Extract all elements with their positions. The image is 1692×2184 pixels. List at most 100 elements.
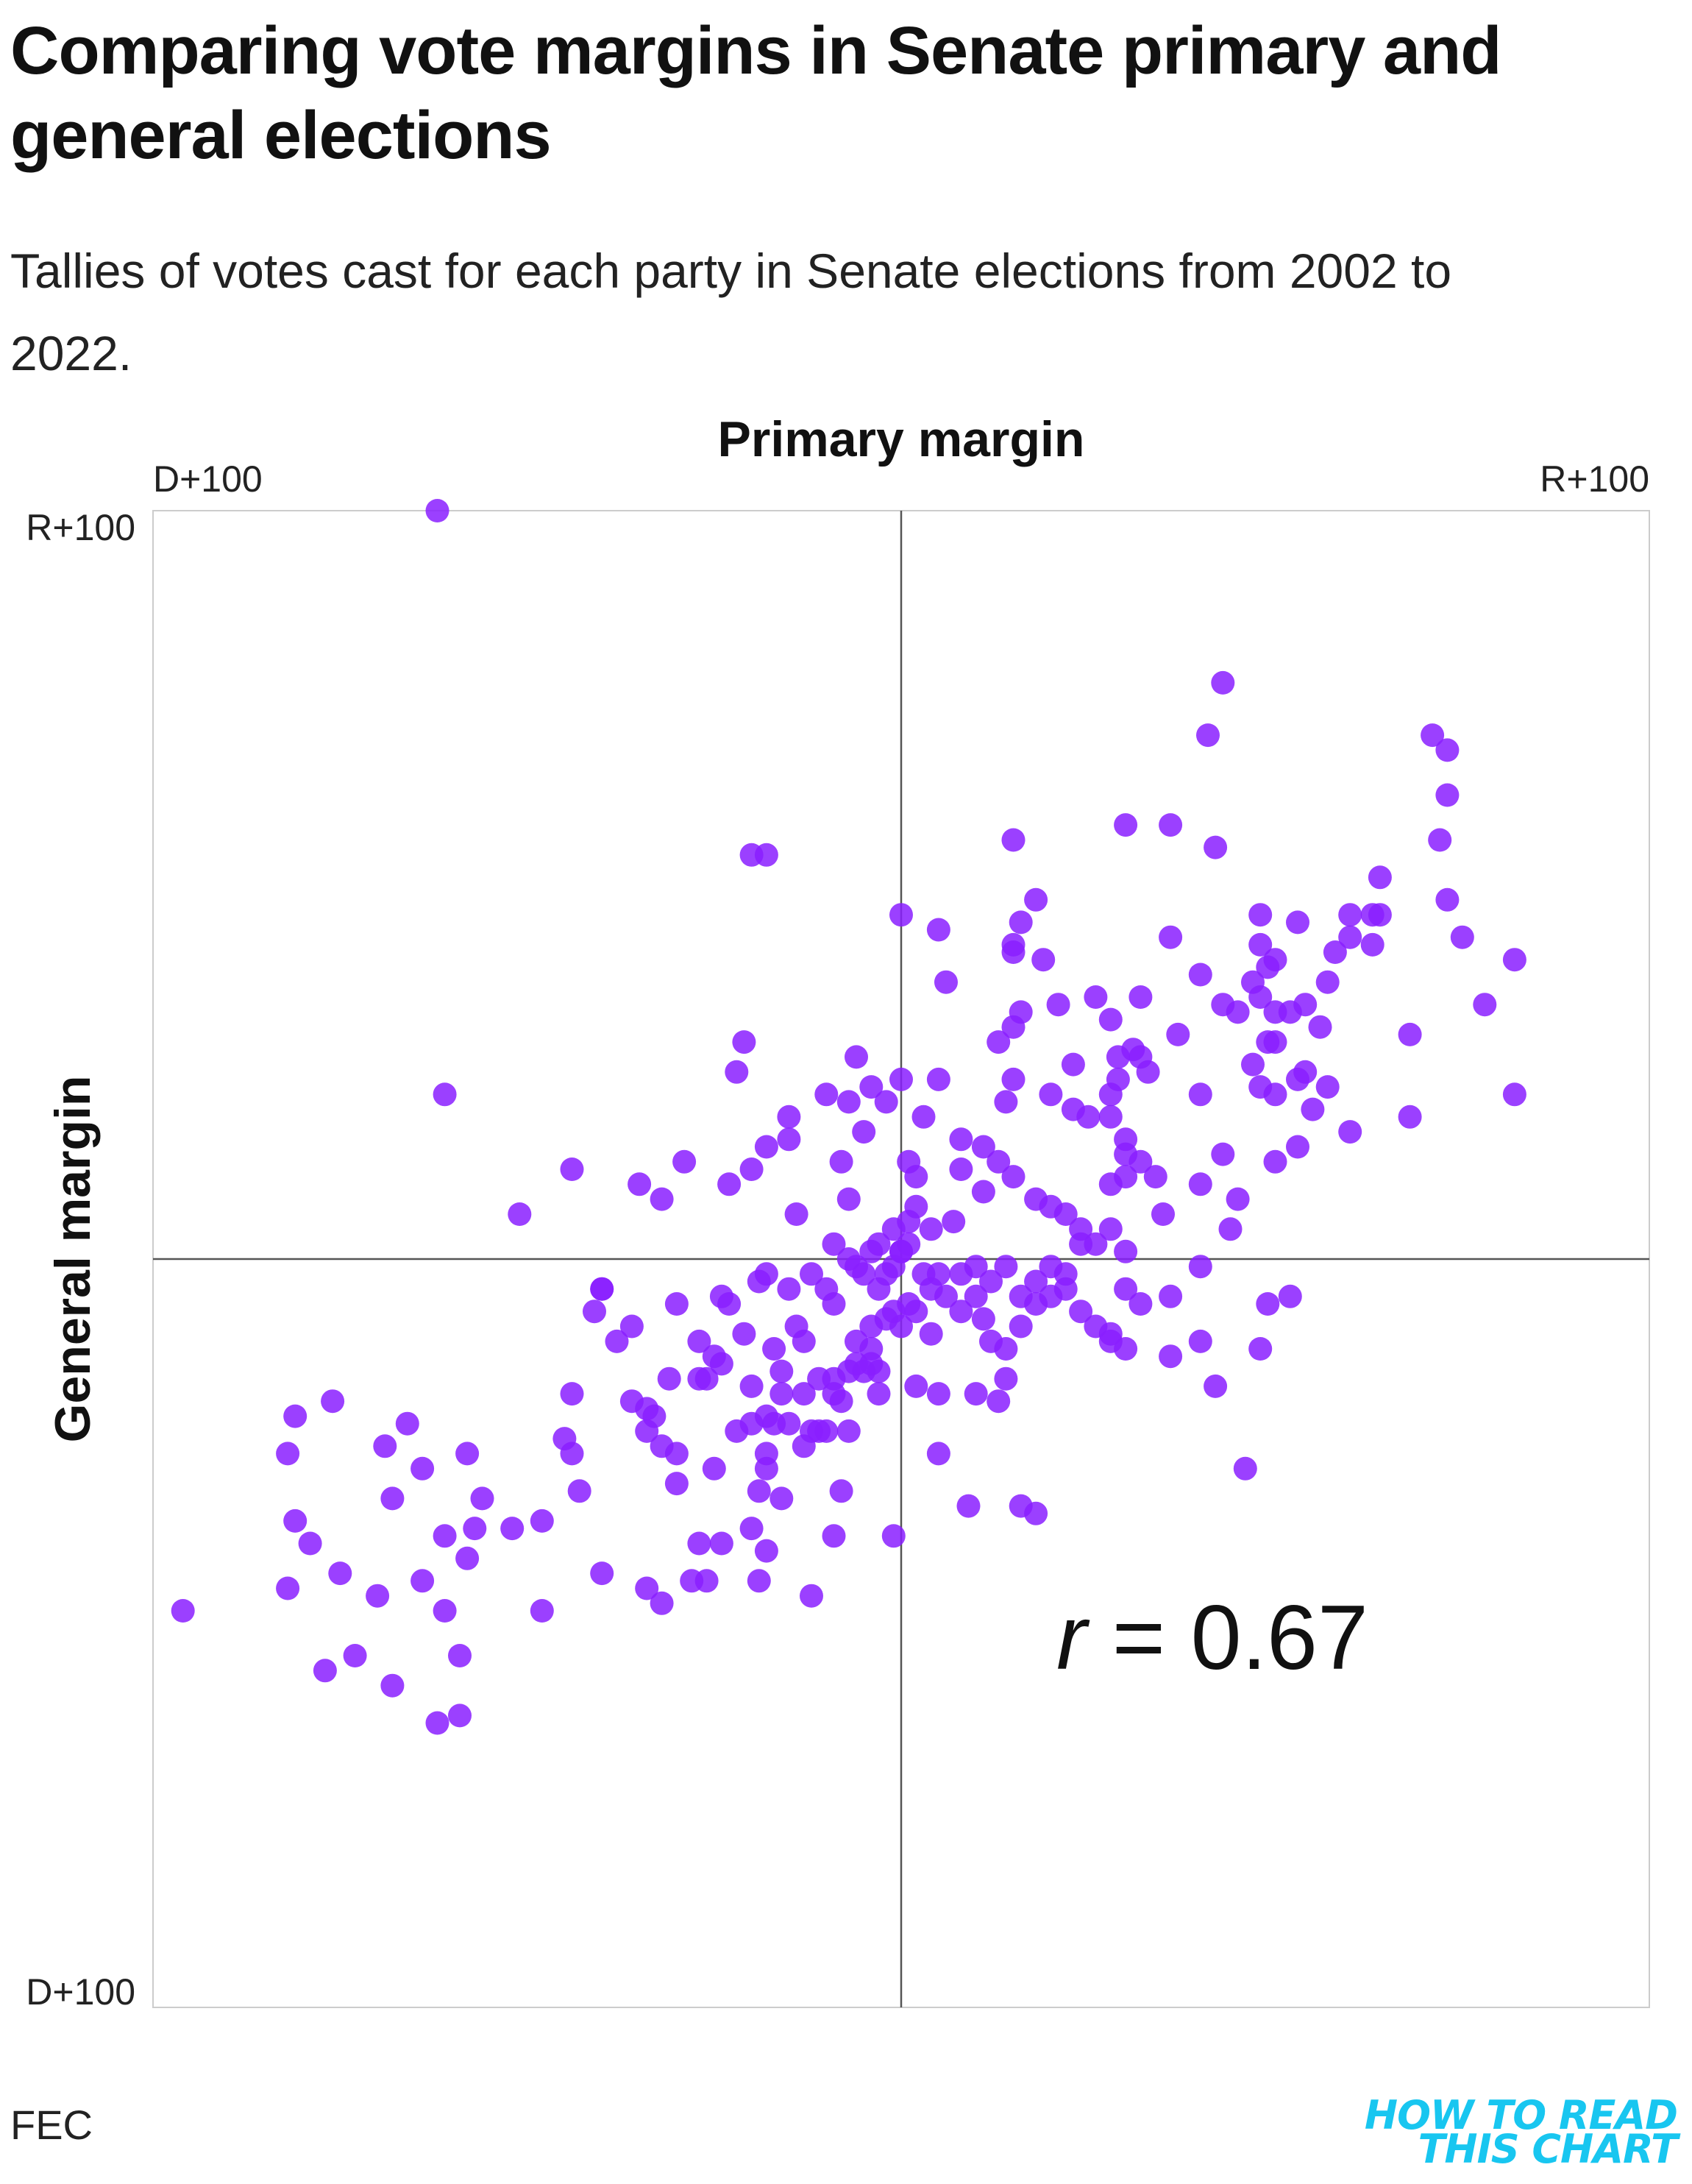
data-point <box>769 1382 794 1406</box>
data-point <box>1159 1344 1183 1369</box>
correlation-annotation: r = 0.67 <box>1056 1587 1368 1689</box>
data-point <box>321 1389 345 1414</box>
data-point <box>769 1486 794 1511</box>
data-point <box>1009 910 1033 935</box>
data-point <box>1218 1217 1243 1241</box>
data-point <box>433 1082 457 1107</box>
data-point <box>822 1366 846 1391</box>
data-point <box>739 1374 764 1398</box>
data-point <box>1428 828 1452 852</box>
data-point <box>867 1382 891 1406</box>
data-point <box>687 1531 711 1556</box>
data-point <box>1248 932 1273 957</box>
data-point <box>448 1644 472 1667</box>
data-point <box>664 1292 689 1316</box>
page-subtitle: Tallies of votes cast for each party in … <box>10 244 1452 380</box>
data-point <box>1286 1135 1309 1159</box>
data-point <box>1053 1262 1078 1286</box>
data-point <box>605 1329 629 1353</box>
data-point <box>926 1067 950 1091</box>
data-point <box>1338 925 1362 949</box>
data-point <box>1248 1075 1273 1099</box>
data-point <box>934 1284 958 1308</box>
data-point <box>754 1135 778 1159</box>
data-point <box>1502 948 1526 972</box>
data-point <box>702 1344 726 1369</box>
data-point <box>934 970 958 994</box>
data-point <box>1031 948 1056 972</box>
data-point <box>979 1269 1003 1294</box>
data-point <box>1114 1239 1138 1263</box>
data-point <box>433 1599 457 1623</box>
data-point <box>889 903 913 927</box>
data-point <box>859 1337 884 1361</box>
data-point <box>881 1524 906 1548</box>
data-point <box>926 1262 950 1286</box>
x-axis-title: Primary margin <box>718 411 1085 467</box>
data-point <box>1473 993 1497 1017</box>
data-point <box>1450 925 1474 949</box>
data-point <box>1106 1067 1130 1091</box>
correlation-symbol: r <box>1056 1587 1090 1689</box>
data-point <box>343 1644 367 1667</box>
x-tick-label-left: D+100 <box>153 458 263 500</box>
data-point <box>829 1479 853 1503</box>
data-point <box>410 1569 435 1593</box>
data-point <box>1098 1217 1123 1241</box>
data-point <box>448 1703 472 1728</box>
data-point <box>739 1517 764 1541</box>
data-point <box>1143 1165 1167 1189</box>
data-point <box>395 1411 419 1436</box>
data-point <box>1159 813 1183 837</box>
data-point <box>949 1157 973 1181</box>
data-point <box>994 1366 1018 1391</box>
data-point <box>530 1599 554 1623</box>
data-point <box>822 1524 846 1548</box>
data-point <box>964 1284 988 1308</box>
data-point <box>433 1524 457 1548</box>
data-point <box>276 1442 300 1466</box>
data-point <box>567 1479 591 1503</box>
data-point <box>739 1157 764 1181</box>
data-point <box>410 1456 435 1481</box>
data-point <box>926 1442 950 1466</box>
data-point <box>1024 1187 1048 1211</box>
data-point <box>1278 1284 1302 1308</box>
data-point <box>897 1149 921 1174</box>
data-point <box>694 1569 719 1593</box>
data-point <box>1196 723 1220 748</box>
data-point <box>1435 738 1460 762</box>
data-point <box>1241 1052 1265 1077</box>
data-point <box>971 1135 995 1159</box>
data-point <box>1360 932 1384 957</box>
data-point <box>1338 1120 1362 1144</box>
data-point <box>650 1591 674 1615</box>
data-point <box>1263 1149 1287 1174</box>
data-point <box>994 1255 1018 1279</box>
data-point <box>1001 1165 1025 1189</box>
x-tick-label-right: R+100 <box>1540 458 1649 500</box>
data-point <box>867 1277 891 1301</box>
data-point <box>1188 962 1212 987</box>
data-point <box>1188 1172 1212 1196</box>
data-point <box>769 1359 794 1383</box>
data-point <box>635 1576 659 1600</box>
brand-logo[interactable]: HOW TO READ THIS CHART <box>1365 2096 1678 2169</box>
data-point <box>1211 1142 1235 1166</box>
data-point <box>911 1105 936 1129</box>
data-point <box>702 1456 726 1481</box>
data-point <box>657 1366 681 1391</box>
data-point <box>1128 985 1153 1009</box>
data-point <box>732 1030 756 1054</box>
data-point <box>942 1210 966 1234</box>
data-point <box>1248 985 1273 1009</box>
data-point <box>1098 1007 1123 1032</box>
data-point <box>276 1576 300 1600</box>
data-point <box>822 1232 846 1256</box>
data-point <box>530 1508 554 1533</box>
data-point <box>313 1659 337 1683</box>
data-point <box>1061 1097 1085 1121</box>
data-point <box>650 1187 674 1211</box>
data-point <box>956 1494 981 1518</box>
data-point <box>1151 1202 1175 1226</box>
